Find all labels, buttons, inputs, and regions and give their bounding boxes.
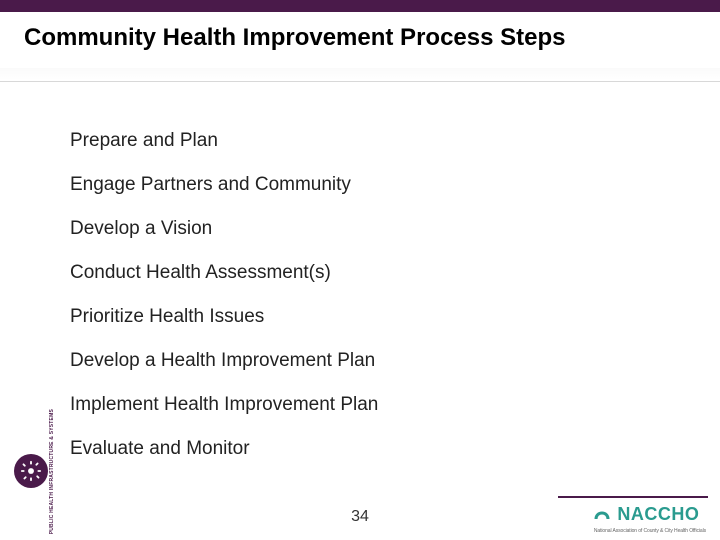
- logo-left: PUBLIC HEALTH INFRASTRUCTURE & SYSTEMS: [14, 409, 56, 534]
- list-item: Implement Health Improvement Plan: [70, 394, 680, 416]
- list-item: Prepare and Plan: [70, 130, 680, 152]
- logo-right: NACCHO National Association of County & …: [594, 505, 706, 534]
- footer-accent-line: [558, 496, 708, 498]
- list-item: Develop a Vision: [70, 218, 680, 240]
- gear-icon: [14, 454, 48, 488]
- list-item: Engage Partners and Community: [70, 174, 680, 196]
- page-number: 34: [351, 508, 369, 526]
- naccho-wordmark: NACCHO: [617, 504, 699, 524]
- steps-list: Prepare and Plan Engage Partners and Com…: [70, 130, 680, 460]
- list-item: Prioritize Health Issues: [70, 306, 680, 328]
- logo-left-text: PUBLIC HEALTH INFRASTRUCTURE & SYSTEMS: [50, 409, 56, 534]
- title-underline: [0, 68, 720, 82]
- slide-title: Community Health Improvement Process Ste…: [24, 24, 696, 53]
- list-item: Develop a Health Improvement Plan: [70, 350, 680, 372]
- list-item: Conduct Health Assessment(s): [70, 262, 680, 284]
- list-item: Evaluate and Monitor: [70, 438, 680, 460]
- top-brand-bar: [0, 0, 720, 12]
- slide: Community Health Improvement Process Ste…: [0, 0, 720, 540]
- title-area: Community Health Improvement Process Ste…: [24, 24, 696, 53]
- naccho-subtitle: National Association of County & City He…: [594, 528, 706, 534]
- naccho-mark-icon: [594, 505, 610, 526]
